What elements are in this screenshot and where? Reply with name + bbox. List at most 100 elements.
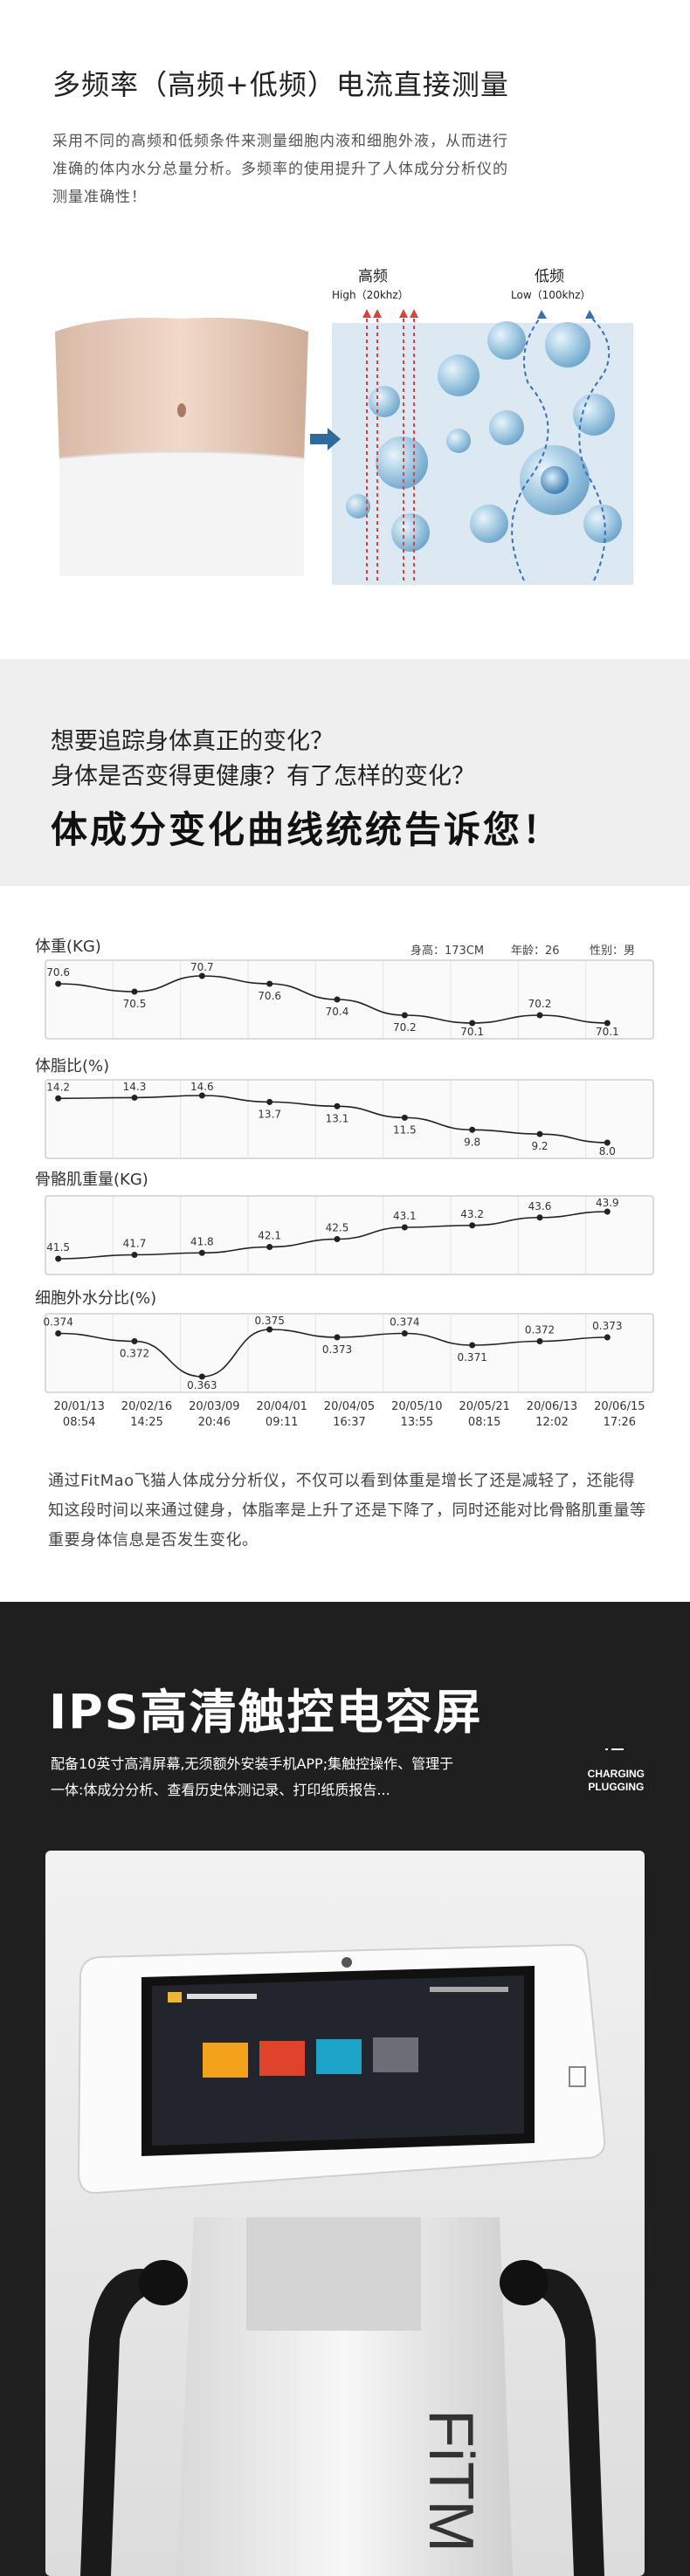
chart-point (55, 1255, 62, 1262)
chart-data-label: 41.7 (123, 1238, 147, 1250)
chart-data-label: 0.371 (457, 1351, 486, 1364)
belly-illustration (55, 318, 308, 576)
chart-point (469, 1126, 476, 1133)
low-frequency-sub: Low（100khz） (511, 289, 590, 301)
chart-point (469, 1020, 476, 1027)
chart-point (401, 1224, 408, 1231)
cell-diagram: 高频 High（20khz） 低频 Low（100khz） (310, 268, 633, 585)
x-time-label: 20:46 (198, 1416, 231, 1429)
chart-point (536, 1130, 543, 1137)
x-date-label: 20/06/15 (594, 1400, 645, 1413)
charging-text: CHARGING (587, 1768, 645, 1780)
chart-point (266, 1098, 273, 1105)
x-time-label: 08:54 (63, 1416, 95, 1429)
chart-point (266, 980, 273, 987)
chart-data-label: 14.2 (46, 1081, 70, 1093)
chart-data-label: 0.363 (187, 1379, 217, 1391)
x-date-label: 20/04/05 (324, 1400, 375, 1413)
chart-point (604, 1020, 611, 1027)
ips-headline: IPS高清触控电容屏 (49, 1685, 483, 1740)
chart-point (469, 1222, 476, 1229)
chart-point (55, 1095, 62, 1102)
chart-point (198, 1249, 205, 1256)
plugging-text: PLUGGING (588, 1781, 645, 1793)
chart-point (604, 1208, 611, 1215)
chart-point (131, 1338, 138, 1344)
chart-point (536, 1012, 543, 1019)
desc-line: 采用不同的高频和低频条件来测量细胞内液和细胞外液，从而进行 (52, 133, 508, 150)
x-date-label: 20/03/09 (189, 1400, 239, 1413)
chart-point (469, 1342, 476, 1349)
x-time-label: 12:02 (535, 1416, 568, 1429)
history-line-charts: 70.6 70.5 70.7 70.6 70.4 70.2 70.1 70.2 70.1 14.2… (43, 959, 654, 1429)
touchscreen-section: IPS高清触控电容屏 配备10英寸高清屏幕,无须额外安装手机APP;集触控操作、… (0, 1602, 690, 2576)
profile-age: 年龄：26 (511, 945, 560, 958)
chart-frame (45, 1313, 654, 1393)
multi-frequency-description: 采用不同的高频和低频条件来测量细胞内液和细胞外液，从而进行 准确的体内水分总量分… (52, 127, 646, 211)
tracking-promo-section: 想要追踪身体真正的变化？ 身体是否变得更健康？有了怎样的变化？ 体成分变化曲线统… (0, 659, 690, 886)
chart-data-label: 43.6 (528, 1200, 552, 1212)
chart-data-label: 70.4 (326, 1006, 349, 1018)
device-illustration: FiTM (45, 1851, 645, 2576)
chart-data-label: 70.1 (460, 1026, 484, 1038)
chart-point (266, 1326, 273, 1333)
high-frequency-sub: High（20khz） (332, 289, 409, 301)
chart-data-label: 70.2 (393, 1021, 417, 1034)
charging-plugging-badge: CHARGING PLUGGING (587, 1748, 645, 1794)
chart-data-label: 70.1 (596, 1026, 619, 1038)
chart-frame (45, 1079, 654, 1159)
x-time-label: 16:37 (333, 1416, 365, 1429)
chart-data-label: 14.6 (190, 1081, 214, 1093)
chart-point (401, 1330, 408, 1336)
brand-logo-text: FiTM (416, 2409, 486, 2552)
profile-height: 身高：173CM (411, 945, 485, 958)
chart-point (334, 1236, 341, 1242)
chart-data-label: 0.372 (525, 1324, 555, 1336)
chart-point (131, 1252, 138, 1258)
chart-point (401, 1114, 408, 1121)
chart-frame (45, 1195, 654, 1275)
chart-data-label: 9.2 (531, 1140, 548, 1152)
chart-data-label: 8.0 (599, 1145, 616, 1157)
high-frequency-label: 高频 (358, 268, 388, 285)
multi-frequency-section: 多频率（高频+低频）电流直接测量 采用不同的高频和低频条件来测量细胞内液和细胞外… (0, 0, 690, 659)
chart-point (266, 1244, 273, 1250)
profile-gender: 性别：男 (590, 945, 636, 958)
x-time-label: 14:25 (130, 1416, 162, 1429)
screen-description-2: 一体:体成分分析、查看历史体测记录、打印纸质报告... (51, 1782, 390, 1798)
chart-point (131, 988, 138, 995)
chart-data-label: 70.6 (258, 990, 281, 1002)
low-frequency-label: 低频 (535, 268, 564, 285)
desc-line: 准确的体内水分总量分析。多频率的使用提升了人体成分分析仪的 (52, 161, 508, 178)
chart-data-label: 11.5 (393, 1123, 417, 1136)
chart-data-label: 42.5 (326, 1222, 349, 1234)
desc-line: 测量准确性！ (52, 189, 147, 206)
x-date-label: 20/05/10 (391, 1400, 442, 1413)
x-date-label: 20/05/21 (459, 1400, 509, 1413)
chart-point (401, 1012, 408, 1019)
x-date-label: 20/02/16 (121, 1400, 172, 1413)
chart-data-label: 41.8 (190, 1235, 214, 1247)
x-time-label: 08:15 (468, 1416, 500, 1429)
chart-data-label: 43.9 (596, 1197, 619, 1209)
chart-title-body-fat: 体脂比(%) (35, 1057, 110, 1075)
chart-data-label: 70.2 (528, 998, 552, 1010)
promo-headline: 体成分变化曲线统统告诉您！ (51, 808, 562, 851)
chart-data-label: 13.7 (258, 1108, 281, 1120)
chart-point (604, 1334, 611, 1341)
x-date-label: 20/04/01 (256, 1400, 307, 1413)
chart-data-label: 43.1 (393, 1210, 417, 1222)
chart-data-label: 0.373 (592, 1320, 622, 1332)
chart-data-label: 42.1 (258, 1230, 281, 1242)
history-charts-section: 体重(KG) 身高：173CM 年龄：26 性别：男 体脂比(%) 骨骼肌重量(… (0, 886, 690, 1602)
chart-point (604, 1139, 611, 1146)
chart-point (334, 1103, 341, 1109)
chart-point (55, 1330, 62, 1336)
chart-data-label: 70.7 (190, 961, 214, 973)
chart-point (198, 1092, 205, 1099)
chart-point (334, 996, 341, 1003)
chart-frame (45, 959, 654, 1040)
chart-point (536, 1338, 543, 1344)
chart-data-label: 43.2 (460, 1208, 484, 1220)
chart-data-label: 13.1 (326, 1112, 349, 1124)
